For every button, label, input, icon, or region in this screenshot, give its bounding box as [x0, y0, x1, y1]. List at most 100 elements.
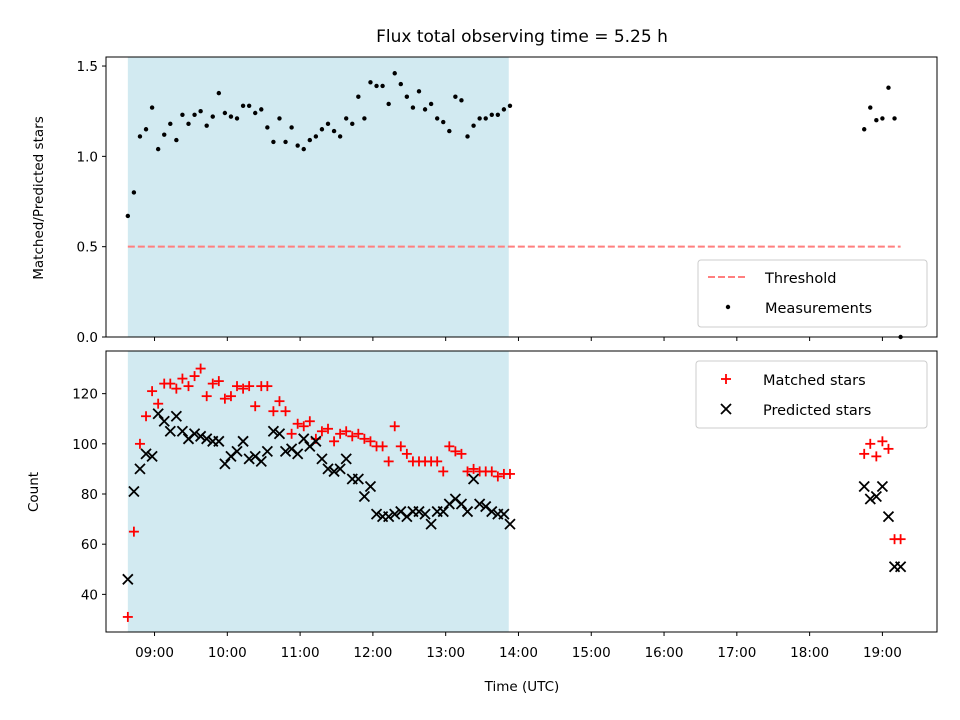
matched-star-point — [262, 381, 273, 392]
predicted-star-point — [364, 480, 377, 493]
ratio-panel: 0.0 0.5 1.0 1.5 Matched/Predicted stars Thr… — [31, 56, 938, 346]
predicted-star-point — [176, 425, 189, 437]
predicted-star-point — [419, 508, 431, 520]
cross-stroke-b — [340, 453, 352, 465]
cross-stroke-b — [864, 493, 876, 505]
count-y-tick-label: 120 — [72, 387, 98, 403]
measurement-point — [447, 128, 452, 134]
matched-star-point — [201, 391, 212, 402]
matched-star-point — [383, 456, 394, 467]
matched-star-point — [195, 363, 206, 374]
predicted-star-point — [164, 425, 176, 437]
ratio-y-axis: 0.0 0.5 1.0 1.5 — [77, 59, 106, 346]
predicted-star-point — [894, 561, 907, 573]
predicted-star-point — [383, 510, 395, 523]
matched-star-point — [359, 433, 370, 444]
cross-stroke-b — [437, 505, 449, 518]
matched-star-point — [401, 448, 412, 459]
cross-stroke-b — [249, 450, 261, 463]
measurement-point — [192, 112, 197, 118]
measurement-point — [325, 121, 331, 127]
cross-stroke-b — [498, 508, 510, 520]
predicted-star-point — [882, 510, 895, 523]
measurement-point — [392, 71, 397, 76]
count-y-axis: 40 60 80 100 120 — [72, 387, 106, 603]
measurement-point — [174, 137, 179, 143]
predicted-star-point — [467, 473, 480, 485]
matched-star-point — [883, 443, 894, 454]
measurement-point — [295, 143, 300, 148]
predicted-star-point — [310, 435, 322, 447]
figure-title: Flux total observing time = 5.25 h — [376, 27, 668, 47]
predicted-star-point — [504, 518, 516, 530]
predicted-star-point — [213, 435, 225, 447]
measurement-point — [271, 139, 276, 145]
cross-stroke-b — [364, 480, 377, 493]
ratio-y-label: Matched/Predicted stars — [31, 116, 47, 279]
measurement-point — [374, 83, 379, 89]
cross-stroke-b — [243, 453, 255, 465]
matched-star-point — [213, 376, 224, 387]
matched-star-point — [304, 416, 315, 427]
cross-stroke-b — [449, 493, 462, 505]
matched-star-point — [171, 383, 182, 394]
measurement-point — [507, 103, 513, 108]
measurement-point — [186, 121, 191, 127]
matched-star-point — [165, 378, 176, 389]
count-x-tick-label: 11:00 — [281, 645, 320, 661]
matched-star-point — [292, 418, 303, 429]
cross-stroke-b — [894, 561, 907, 573]
matched-star-point — [353, 428, 364, 439]
predicted-star-point — [279, 445, 292, 457]
measurement-point — [489, 112, 494, 118]
cross-stroke-b — [122, 573, 134, 585]
predicted-star-point — [219, 458, 231, 470]
matched-star-point — [859, 448, 870, 459]
cross-stroke-b — [213, 435, 225, 447]
matched-star-point — [462, 466, 473, 477]
matched-stars-points — [122, 363, 906, 622]
measurement-point — [337, 134, 343, 139]
matched-star-point — [486, 466, 497, 477]
matched-star-point — [871, 451, 882, 462]
predicted-star-point — [864, 493, 876, 505]
matched-star-point — [207, 378, 218, 389]
matched-star-point — [189, 371, 200, 382]
cross-stroke-b — [474, 498, 486, 510]
measurement-point — [216, 90, 222, 96]
cross-stroke-b — [219, 458, 231, 470]
matched-star-point — [177, 373, 188, 384]
measurement-point — [162, 132, 167, 137]
cross-stroke-b — [158, 415, 170, 427]
matched-star-point — [298, 421, 309, 432]
matched-star-point — [225, 391, 236, 402]
predicted-star-point — [170, 410, 182, 422]
cross-stroke-b — [176, 425, 189, 437]
measurement-point — [441, 119, 446, 125]
measurement-point — [198, 108, 203, 114]
measurement-point — [886, 85, 891, 90]
predicted-star-point — [352, 473, 364, 485]
cross-stroke-b — [164, 425, 176, 437]
measurement-point — [356, 94, 361, 99]
measurement-point — [495, 112, 501, 118]
predicted-star-point — [152, 408, 164, 420]
predicted-star-point — [486, 505, 498, 518]
measurement-point — [350, 121, 355, 127]
matched-star-point — [238, 383, 249, 394]
cross-stroke-b — [389, 508, 401, 520]
predicted-star-point — [328, 465, 340, 478]
count-plot-frame — [105, 350, 938, 633]
count-x-tick-label: 16:00 — [645, 645, 684, 661]
count-x-tick-label: 14:00 — [499, 645, 538, 661]
measurement-point — [331, 128, 337, 134]
predicted-star-point — [255, 455, 267, 468]
matched-star-point — [268, 406, 279, 417]
cross-stroke-b — [413, 505, 425, 518]
cross-stroke-b — [188, 428, 201, 440]
cross-stroke-b — [292, 448, 304, 460]
predicted-star-point — [140, 448, 152, 460]
count-legend-box — [695, 360, 928, 429]
predicted-stars-points — [122, 408, 907, 585]
count-shaded-span — [127, 351, 509, 632]
